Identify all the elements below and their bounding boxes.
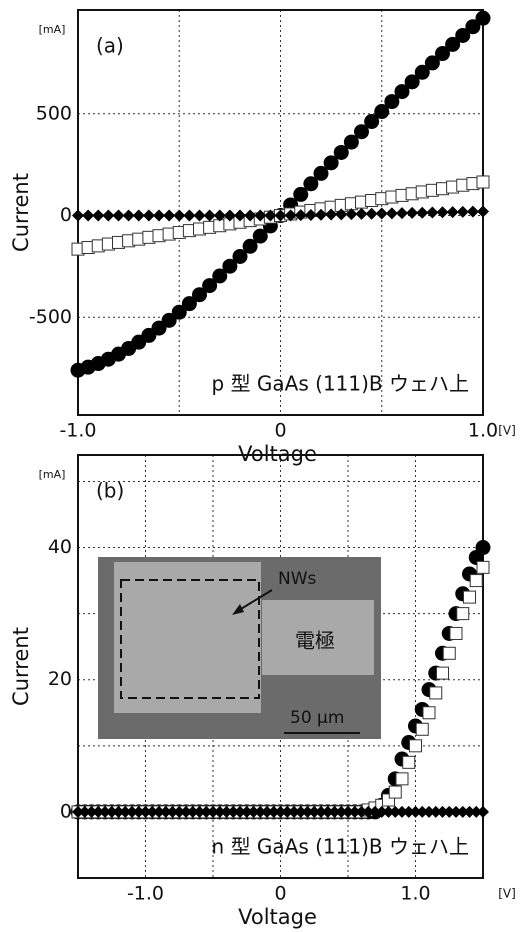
diamond-marker	[437, 206, 449, 218]
square-marker	[430, 687, 442, 699]
y-unit: [mA]	[39, 23, 66, 36]
square-marker	[470, 575, 482, 587]
diamond-marker	[376, 208, 388, 220]
square-marker	[450, 627, 462, 639]
x-axis-label: Voltage	[238, 442, 317, 466]
x-tick-label: -1.0	[59, 420, 96, 442]
square-marker	[389, 786, 401, 798]
x-tick-label: 1.0	[468, 420, 498, 442]
y-axis-label: Current	[9, 173, 33, 252]
annotation: n 型 GaAs (111)B ウェハ上	[212, 835, 469, 859]
square-marker	[477, 176, 489, 188]
diamond-marker	[366, 208, 378, 220]
annotation: p 型 GaAs (111)B ウェハ上	[212, 372, 469, 396]
diamond-marker	[406, 207, 418, 219]
x-unit: [V]	[498, 424, 516, 438]
square-marker	[410, 740, 422, 752]
x-tick-label: -1.0	[127, 883, 164, 905]
panel-title: (a)	[96, 34, 124, 58]
x-tick-label: 1.0	[400, 883, 430, 905]
inset-label: 電極	[295, 629, 335, 653]
circle-marker	[476, 11, 491, 26]
diamond-marker	[457, 206, 469, 218]
panel-title: (b)	[96, 479, 124, 503]
x-tick-label: 0	[274, 420, 286, 442]
y-tick-label: 40	[48, 536, 72, 558]
diamond-marker	[477, 806, 489, 818]
square-marker	[416, 723, 428, 735]
y-unit: [mA]	[39, 468, 66, 481]
square-marker	[477, 561, 489, 573]
diamond-marker	[426, 207, 438, 219]
y-tick-label: 0	[60, 204, 72, 226]
diamond-marker	[447, 206, 459, 218]
y-tick-label: 0	[60, 800, 72, 822]
inset-label: 50 μm	[290, 708, 344, 728]
figure: -1.0 0 1.0 0 20 40 Voltage Current [mA] [V] (b) n 型…	[0, 0, 527, 932]
y-tick-label: -500	[29, 306, 72, 328]
square-marker	[423, 707, 435, 719]
square-marker	[396, 773, 408, 785]
circle-marker	[476, 540, 491, 555]
diamond-marker	[416, 207, 428, 219]
x-unit: [V]	[498, 887, 516, 901]
y-tick-label: 20	[48, 668, 72, 690]
y-tick-label: 500	[36, 102, 72, 124]
diamond-marker	[386, 207, 398, 219]
inset-image: NWs 電極 50 μm	[98, 557, 381, 739]
x-axis-label: Voltage	[238, 905, 317, 929]
square-marker	[443, 647, 455, 659]
y-axis-label: Current	[9, 627, 33, 706]
square-marker	[464, 591, 476, 603]
square-marker	[403, 756, 415, 768]
diamond-marker	[396, 207, 408, 219]
inset-label: NWs	[278, 569, 317, 589]
panel: -1.0 0 1.0 -500 0 500 Voltage Current [mA] [V] (a)…	[9, 10, 516, 466]
square-marker	[457, 608, 469, 620]
nanowire-pad	[114, 562, 261, 713]
x-tick-label: 0	[274, 883, 286, 905]
square-marker	[437, 667, 449, 679]
